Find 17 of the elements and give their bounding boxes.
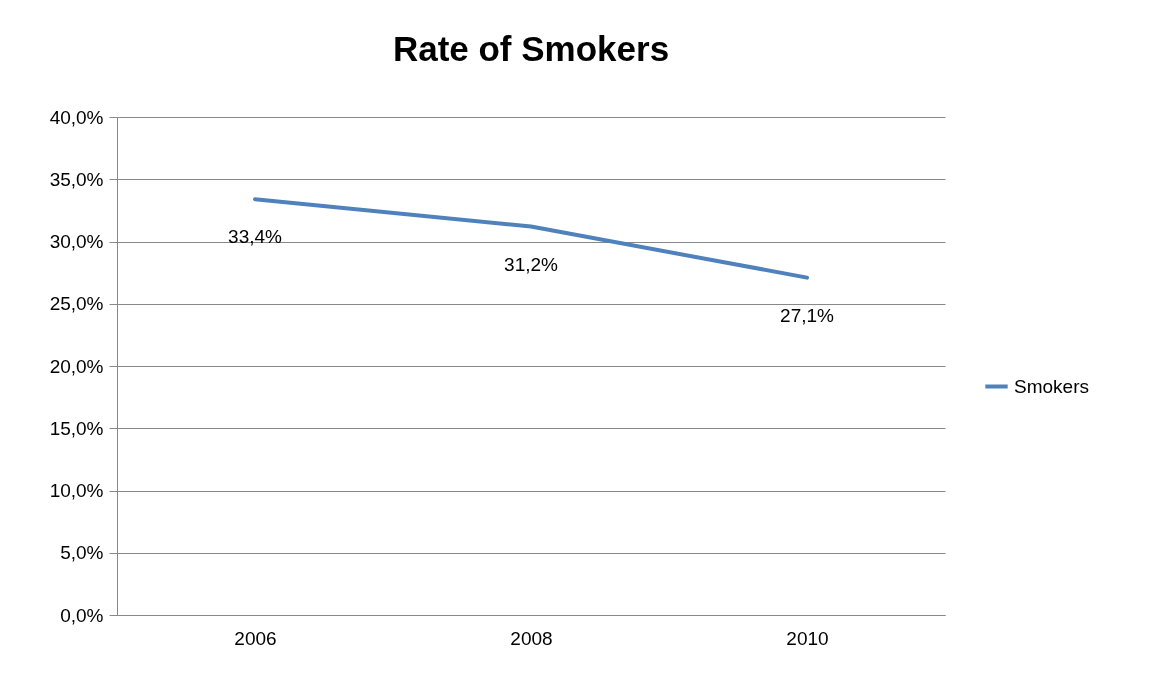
- y-tick-label: 35,0%: [49, 168, 104, 190]
- data-label: 31,2%: [504, 253, 559, 275]
- data-label: 27,1%: [780, 304, 835, 326]
- y-tick-label: 40,0%: [49, 106, 104, 128]
- x-tick-label: 2008: [510, 627, 553, 649]
- data-label: 33,4%: [228, 226, 283, 248]
- x-tick-label: 2006: [234, 627, 277, 649]
- x-tick-label: 2010: [786, 627, 829, 649]
- y-tick-label: 25,0%: [49, 293, 104, 315]
- y-tick-label: 0,0%: [60, 604, 104, 626]
- y-tick-label: 30,0%: [49, 231, 104, 252]
- y-tick-label: 5,0%: [60, 542, 104, 564]
- chart-title: Rate of Smokers: [392, 29, 670, 68]
- y-tick-label: 10,0%: [49, 480, 104, 501]
- y-tick-label: 15,0%: [49, 417, 104, 439]
- legend-label: Smokers: [1014, 375, 1089, 397]
- y-tick-label: 20,0%: [49, 355, 104, 377]
